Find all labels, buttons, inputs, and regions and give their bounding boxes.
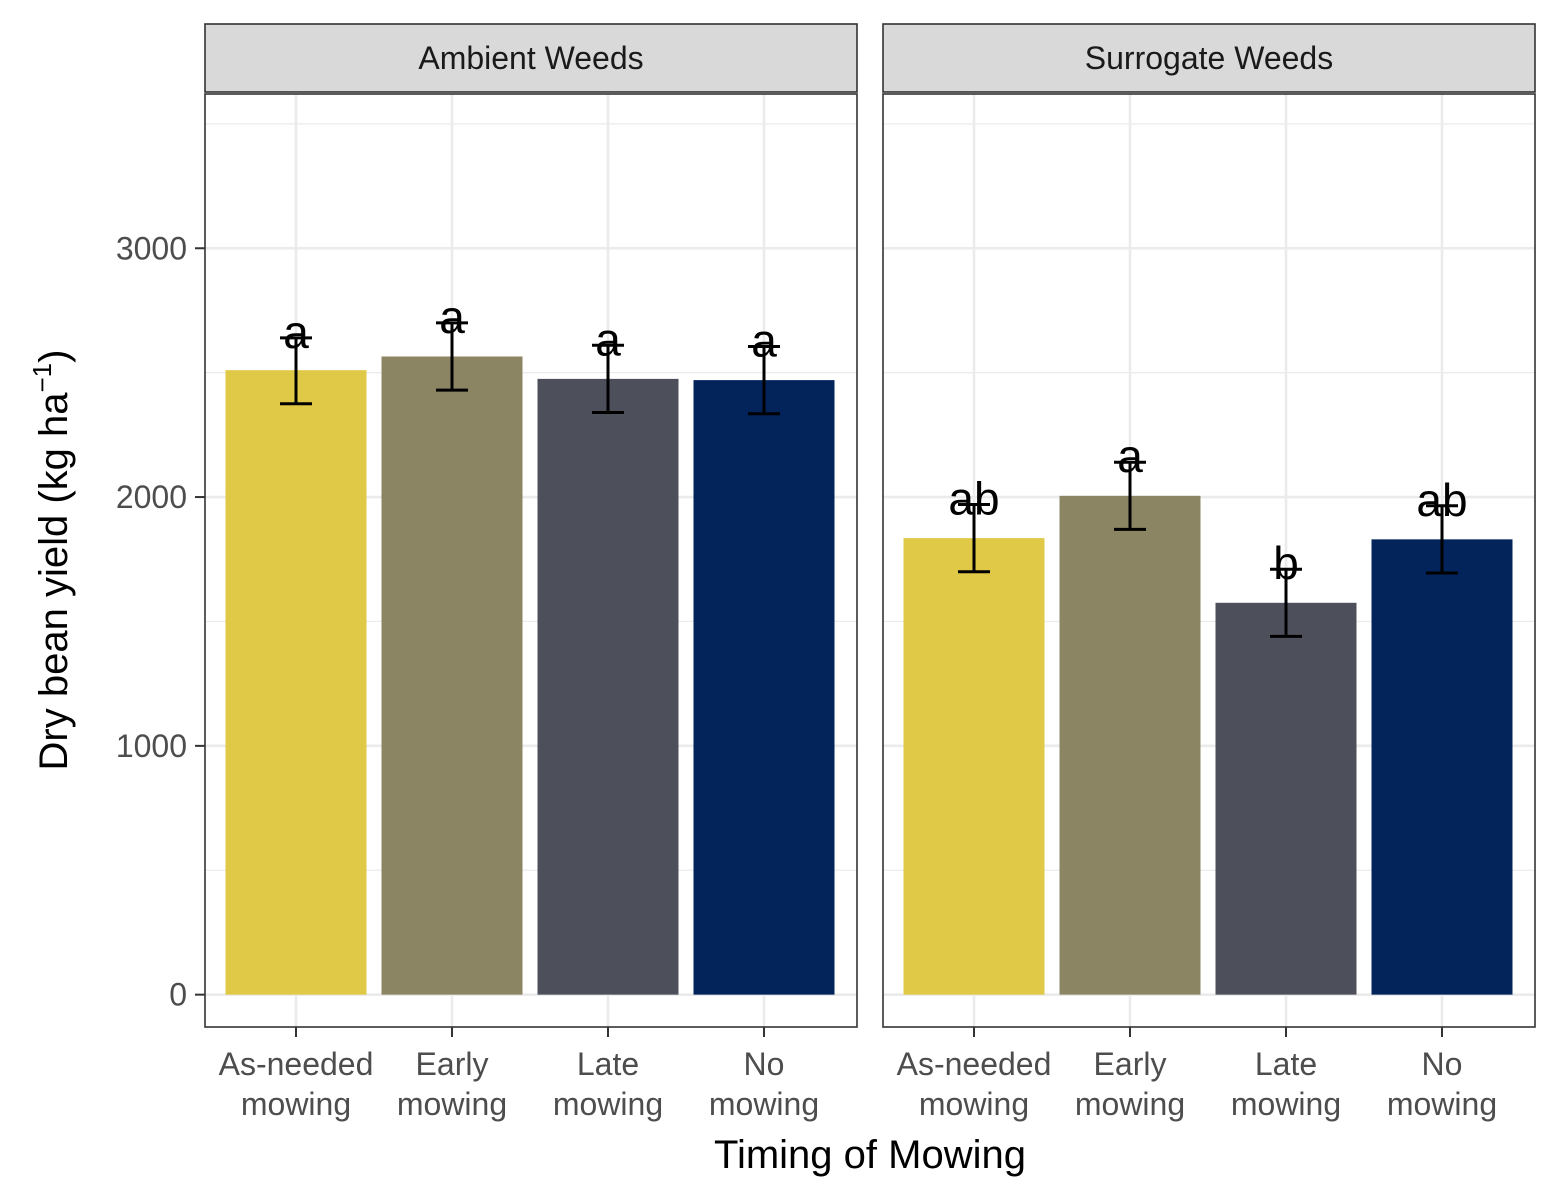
x-tick-label-line: mowing — [397, 1086, 507, 1122]
x-tick-label-line: No — [1422, 1046, 1463, 1082]
panel-border — [882, 93, 1536, 1028]
y-tick-label: 2000 — [116, 479, 187, 515]
significance-letter: a — [283, 306, 309, 358]
bar — [693, 380, 835, 995]
significance-letter: ab — [1416, 474, 1467, 526]
bar — [1059, 495, 1201, 995]
x-tick-label-line: As-needed — [897, 1046, 1052, 1082]
facet-strip-label: Ambient Weeds — [418, 40, 643, 76]
error-bar — [280, 336, 312, 406]
x-tick-label: No mowing — [1387, 1046, 1497, 1122]
y-axis: 0 1000 2000 3000 — [116, 230, 205, 1013]
facet-panel-1: Ambient Weeds a a a a As-needed mowing Early mow… — [204, 23, 858, 1122]
bar — [537, 378, 679, 995]
error-bar — [592, 343, 624, 414]
significance-letter: ab — [948, 473, 999, 525]
bar — [225, 370, 367, 995]
x-tick-label-line: As-needed — [219, 1046, 374, 1082]
x-axis-title: Timing of Mowing — [714, 1133, 1026, 1177]
x-tick-label-line: Late — [1255, 1046, 1317, 1082]
x-tick-label-line: mowing — [241, 1086, 351, 1122]
x-tick-label-line: mowing — [553, 1086, 663, 1122]
bar — [1215, 602, 1357, 995]
x-tick-label: As-needed mowing — [897, 1046, 1052, 1122]
facet-panels: Ambient Weeds a a a a As-needed mowing Early mow… — [204, 23, 1536, 1122]
bar — [381, 356, 523, 995]
x-tick-label: Early mowing — [1075, 1046, 1185, 1122]
facet-strip — [882, 23, 1536, 93]
x-tick-label-line: Late — [577, 1046, 639, 1082]
error-bar — [748, 345, 780, 416]
x-tick-label-line: Early — [1094, 1046, 1167, 1082]
x-tick-label: Late mowing — [1231, 1046, 1341, 1122]
significance-letter: a — [595, 313, 621, 365]
x-tick-label-line: mowing — [709, 1086, 819, 1122]
y-tick-label: 1000 — [116, 728, 187, 764]
significance-letter: a — [1117, 430, 1143, 482]
y-axis-title-close: ) — [32, 350, 76, 363]
x-tick-label: No mowing — [709, 1046, 819, 1122]
x-tick-label-line: mowing — [1231, 1086, 1341, 1122]
x-tick-label-line: mowing — [919, 1086, 1029, 1122]
facet-strip — [204, 23, 858, 93]
x-tick-label-line: mowing — [1075, 1086, 1185, 1122]
error-bar — [1114, 460, 1146, 531]
significance-letter: a — [751, 315, 777, 367]
significance-letter: a — [439, 291, 465, 343]
x-tick-label: Early mowing — [397, 1046, 507, 1122]
x-tick-label-line: Early — [416, 1046, 489, 1082]
y-axis-title-main: Dry bean yield (kg ha — [32, 392, 76, 771]
significance-letter: b — [1273, 537, 1299, 589]
y-axis-title: Dry bean yield (kg ha−1) — [27, 350, 76, 771]
bar — [1371, 539, 1513, 995]
x-tick-label: Late mowing — [553, 1046, 663, 1122]
panel-border — [204, 93, 858, 1028]
x-tick-label: As-needed mowing — [219, 1046, 374, 1122]
x-tick-label-line: mowing — [1387, 1086, 1497, 1122]
x-tick-label-line: No — [744, 1046, 785, 1082]
error-bar — [436, 321, 468, 392]
y-tick-label: 0 — [169, 977, 187, 1013]
y-axis-title-superscript: −1 — [27, 363, 57, 393]
facet-strip-label: Surrogate Weeds — [1085, 40, 1333, 76]
y-tick-label: 3000 — [116, 230, 187, 266]
bar — [903, 538, 1045, 995]
error-bar — [1426, 504, 1458, 575]
error-bar — [1270, 567, 1302, 638]
error-bar — [958, 503, 990, 574]
